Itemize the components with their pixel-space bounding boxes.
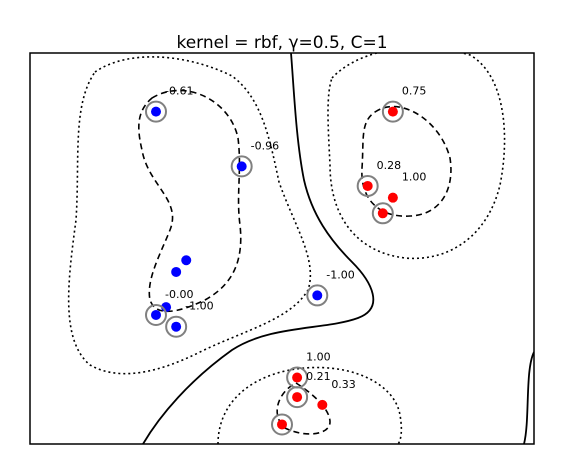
decision-boundary-edge	[523, 351, 534, 444]
chart-title: kernel = rbf, γ=0.5, C=1	[176, 33, 387, 53]
red-point	[292, 372, 303, 383]
dual-coef-label: -1.00	[185, 300, 213, 313]
support-vector-ring	[145, 303, 167, 326]
red-point	[377, 208, 388, 219]
plot-frame	[29, 52, 535, 445]
dual-coef-label: 0.28	[377, 159, 402, 172]
dual-coef-label: 1.00	[402, 171, 427, 184]
blue-point	[312, 290, 323, 301]
red-point	[387, 106, 398, 117]
support-vector-ring	[165, 315, 188, 338]
margin-contour-negative-right	[327, 53, 506, 260]
dual-coef-label: -1.00	[326, 268, 354, 281]
support-vector-ring	[145, 100, 167, 123]
decision-contours	[67, 53, 534, 444]
decision-boundary-main	[142, 53, 375, 444]
dual-coef-label: -0.96	[251, 139, 279, 152]
support-vector-ring	[371, 202, 394, 225]
blue-point	[236, 161, 247, 172]
margin-contour-negative-left	[67, 56, 312, 375]
dual-coef-label: -0.00	[165, 288, 193, 301]
support-vector-ring	[230, 155, 253, 178]
data-points	[145, 100, 404, 436]
red-point	[317, 399, 328, 410]
support-vector-ring	[306, 284, 329, 307]
support-vector-ring	[271, 413, 293, 436]
blue-point	[181, 255, 192, 266]
margin-contour-positive-left	[138, 89, 242, 313]
support-vector-ring	[356, 174, 379, 197]
dual-coef-label: 1.00	[306, 351, 331, 364]
margin-contour-positive-right	[361, 105, 452, 217]
dual-coefficient-labels: -0.61-0.96-0.00-1.00-1.000.750.281.001.0…	[165, 85, 426, 391]
dual-coef-label: 0.75	[402, 85, 427, 98]
blue-point	[171, 321, 182, 332]
blue-point	[151, 106, 161, 117]
red-point	[362, 180, 373, 191]
red-point	[292, 392, 303, 403]
margin-contour-negative-bottom	[217, 366, 403, 444]
dual-coef-label: -0.61	[165, 85, 193, 98]
dual-coef-label: 0.21	[306, 370, 331, 383]
red-point	[277, 419, 287, 430]
support-vector-ring	[381, 100, 404, 123]
dual-coef-label: 0.33	[331, 378, 356, 391]
red-point	[387, 192, 398, 203]
support-vector-ring	[286, 386, 309, 409]
blue-point	[171, 266, 182, 277]
blue-point	[151, 309, 161, 320]
